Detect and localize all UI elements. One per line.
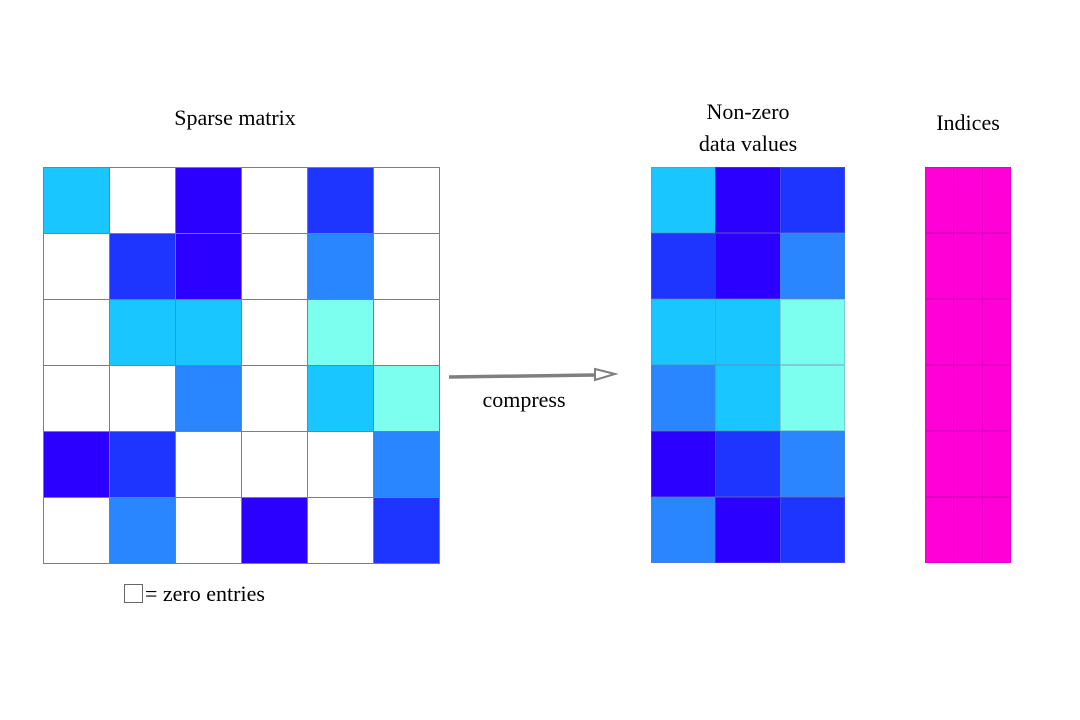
compress-arrow-shaft: [448, 373, 596, 379]
indices-cell-r2-c2: [953, 232, 983, 300]
nonzero-values-cell-r1-c3: [780, 166, 846, 234]
nonzero-values-cell-r5-c3: [780, 430, 846, 498]
nonzero-values-cell-r4-c1: [650, 364, 716, 432]
indices-grid: [924, 166, 1012, 564]
nonzero-values-cell-r5-c2: [715, 430, 781, 498]
sparse-matrix-cell-r2-c4: [240, 232, 308, 300]
indices-cell-r4-c1: [924, 364, 954, 432]
indices-cell-r1-c3: [982, 166, 1012, 234]
nonzero-values-cell-r4-c3: [780, 364, 846, 432]
sparse-matrix-cell-r4-c1: [42, 364, 110, 432]
indices-cell-r3-c2: [953, 298, 983, 366]
indices-cell-r1-c1: [924, 166, 954, 234]
legend-text: = zero entries: [145, 581, 265, 606]
nonzero-values-cell-r2-c1: [650, 232, 716, 300]
nonzero-values-cell-r3-c1: [650, 298, 716, 366]
indices-cell-r4-c3: [982, 364, 1012, 432]
sparse-matrix-cell-r6-c5: [306, 496, 374, 564]
nonzero-values-title-line2: data values: [698, 131, 798, 156]
sparse-matrix-cell-r4-c6: [372, 364, 440, 432]
nonzero-values-cell-r4-c2: [715, 364, 781, 432]
sparse-matrix-cell-r1-c4: [240, 166, 308, 234]
nonzero-values-cell-r6-c2: [715, 496, 781, 564]
compress-arrow-head: [594, 367, 619, 382]
indices-cell-r6-c1: [924, 496, 954, 564]
sparse-matrix-cell-r6-c1: [42, 496, 110, 564]
sparse-matrix-cell-r1-c6: [372, 166, 440, 234]
sparse-matrix-cell-r4-c3: [174, 364, 242, 432]
indices-cell-r4-c2: [953, 364, 983, 432]
sparse-matrix-cell-r5-c5: [306, 430, 374, 498]
sparse-matrix-title: Sparse matrix: [174, 105, 296, 130]
indices-cell-r5-c1: [924, 430, 954, 498]
sparse-matrix-cell-r3-c2: [108, 298, 176, 366]
nonzero-values-cell-r2-c3: [780, 232, 846, 300]
nonzero-values-cell-r3-c3: [780, 298, 846, 366]
zero-entries-legend: = zero entries: [124, 579, 265, 609]
sparse-matrix-cell-r6-c2: [108, 496, 176, 564]
sparse-matrix-cell-r3-c6: [372, 298, 440, 366]
nonzero-values-cell-r1-c1: [650, 166, 716, 234]
sparse-matrix-cell-r1-c5: [306, 166, 374, 234]
sparse-matrix-grid: [42, 166, 440, 564]
indices-cell-r5-c2: [953, 430, 983, 498]
compress-arrow-icon: [448, 367, 619, 382]
sparse-matrix-cell-r2-c5: [306, 232, 374, 300]
compress-label: compress: [482, 387, 566, 412]
sparse-matrix-cell-r4-c4: [240, 364, 308, 432]
sparse-matrix-cell-r1-c1: [42, 166, 110, 234]
indices-title: Indices: [936, 110, 1000, 135]
sparse-matrix-cell-r2-c6: [372, 232, 440, 300]
sparse-matrix-cell-r3-c5: [306, 298, 374, 366]
sparse-matrix-cell-r5-c6: [372, 430, 440, 498]
nonzero-values-grid: [650, 166, 846, 564]
sparse-matrix-cell-r5-c1: [42, 430, 110, 498]
indices-cell-r3-c3: [982, 298, 1012, 366]
indices-cell-r1-c2: [953, 166, 983, 234]
nonzero-values-cell-r5-c1: [650, 430, 716, 498]
nonzero-values-cell-r1-c2: [715, 166, 781, 234]
sparse-matrix-cell-r6-c6: [372, 496, 440, 564]
sparse-matrix-cell-r5-c2: [108, 430, 176, 498]
sparse-matrix-cell-r1-c2: [108, 166, 176, 234]
nonzero-values-title: Non-zero data values: [668, 96, 828, 160]
empty-square-icon: [124, 584, 143, 603]
sparse-matrix-cell-r2-c2: [108, 232, 176, 300]
indices-cell-r5-c3: [982, 430, 1012, 498]
sparse-matrix-cell-r5-c4: [240, 430, 308, 498]
nonzero-values-title-line1: Non-zero: [706, 99, 790, 124]
indices-cell-r2-c1: [924, 232, 954, 300]
nonzero-values-cell-r2-c2: [715, 232, 781, 300]
nonzero-values-cell-r3-c2: [715, 298, 781, 366]
sparse-matrix-cell-r4-c2: [108, 364, 176, 432]
nonzero-values-cell-r6-c3: [780, 496, 846, 564]
sparse-matrix-cell-r1-c3: [174, 166, 242, 234]
indices-cell-r6-c2: [953, 496, 983, 564]
sparse-matrix-cell-r6-c3: [174, 496, 242, 564]
indices-cell-r3-c1: [924, 298, 954, 366]
indices-cell-r2-c3: [982, 232, 1012, 300]
sparse-matrix-cell-r3-c1: [42, 298, 110, 366]
sparse-matrix-cell-r6-c4: [240, 496, 308, 564]
sparse-matrix-cell-r3-c4: [240, 298, 308, 366]
sparse-matrix-cell-r5-c3: [174, 430, 242, 498]
indices-cell-r6-c3: [982, 496, 1012, 564]
sparse-matrix-cell-r2-c3: [174, 232, 242, 300]
sparse-matrix-cell-r4-c5: [306, 364, 374, 432]
sparse-matrix-cell-r2-c1: [42, 232, 110, 300]
nonzero-values-cell-r6-c1: [650, 496, 716, 564]
sparse-matrix-cell-r3-c3: [174, 298, 242, 366]
